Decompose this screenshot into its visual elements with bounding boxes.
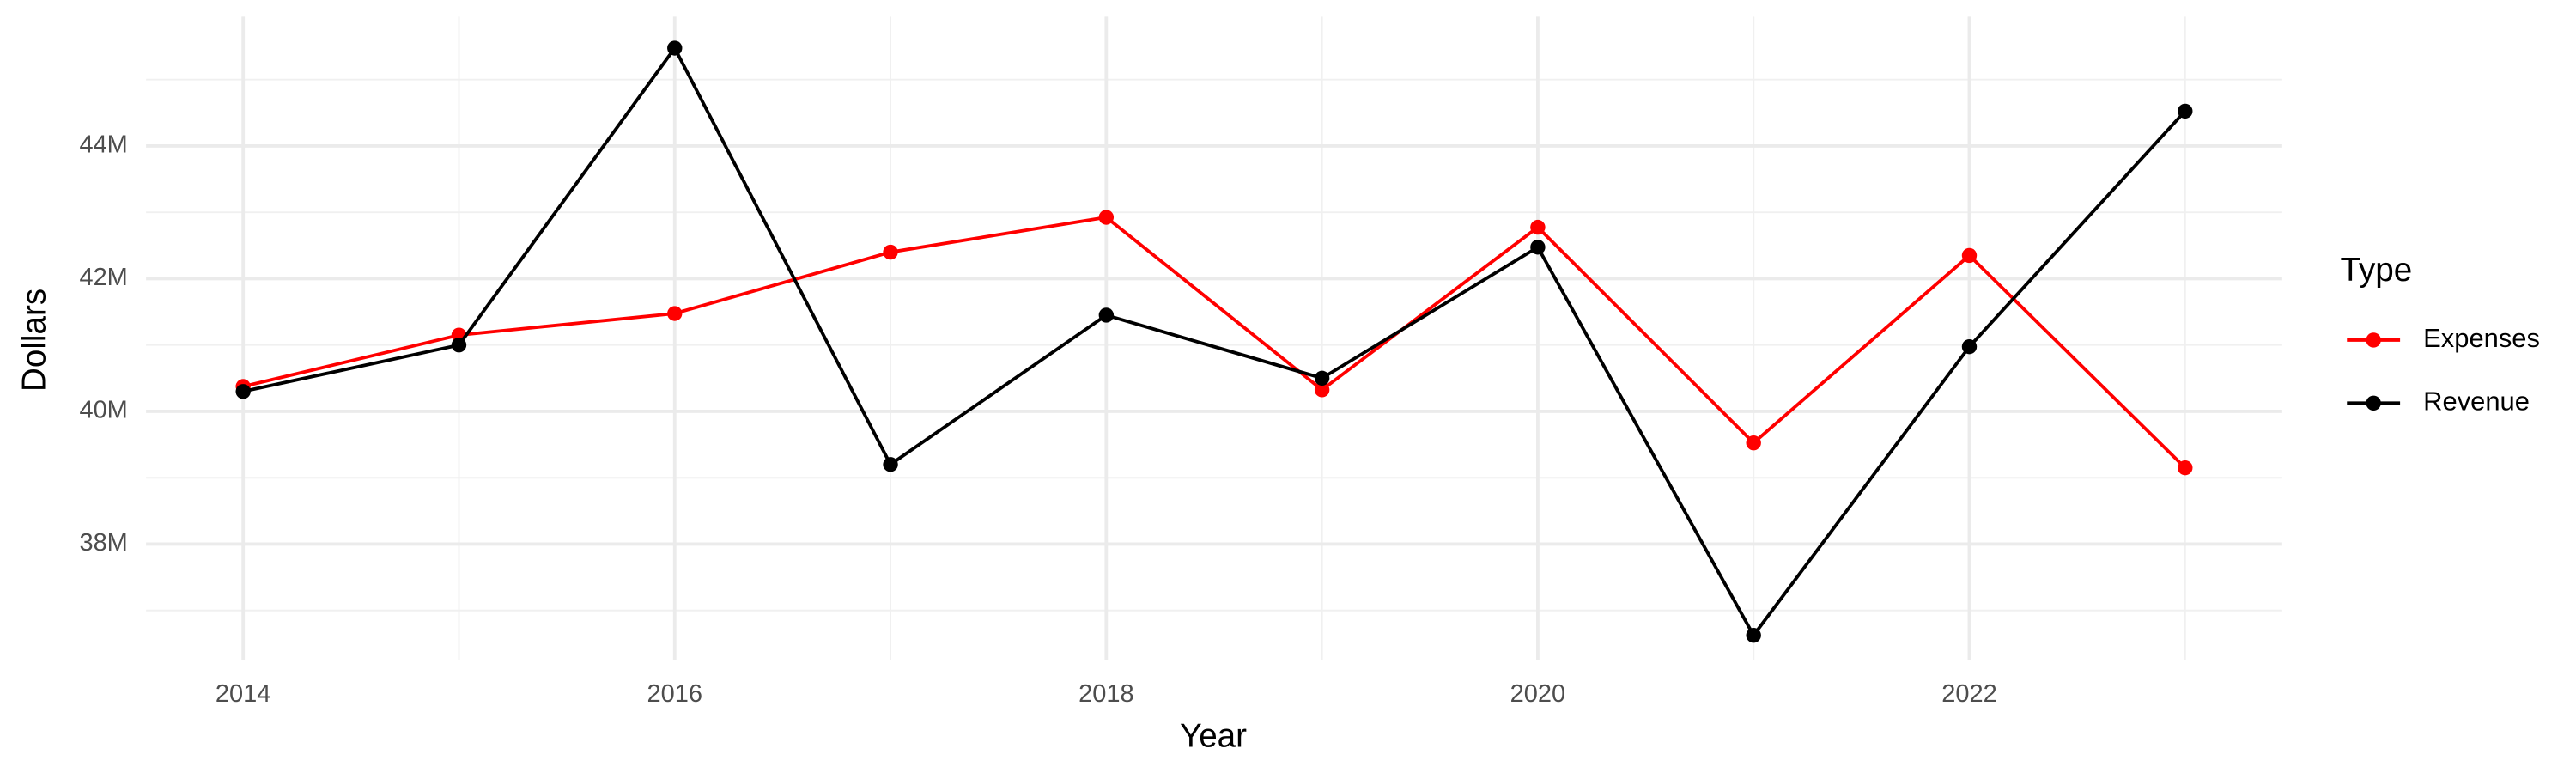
y-axis-title: Dollars — [16, 289, 53, 392]
data-point — [2178, 460, 2193, 476]
legend-key-point — [2366, 332, 2381, 348]
x-tick-label: 2020 — [1510, 680, 1565, 708]
y-tick-label: 38M — [79, 529, 127, 557]
data-point — [1746, 435, 1761, 451]
data-point — [235, 384, 251, 399]
data-point — [451, 338, 467, 353]
data-point — [1098, 210, 1115, 225]
y-tick-label: 44M — [79, 131, 127, 159]
data-point — [1961, 247, 1978, 264]
y-tick-label: 42M — [79, 264, 127, 291]
series-line — [242, 215, 2187, 470]
legend-key-point — [2366, 395, 2381, 411]
data-point — [667, 40, 683, 56]
data-point — [1746, 628, 1761, 643]
data-point — [883, 457, 898, 472]
y-tick-label: 40M — [79, 397, 127, 424]
x-tick-label: 2022 — [1941, 680, 1996, 708]
data-point — [667, 306, 683, 321]
data-point — [1314, 382, 1330, 398]
data-point — [2178, 103, 2193, 119]
series-line — [242, 45, 2187, 639]
data-point — [1314, 370, 1330, 386]
x-tick-label: 2018 — [1078, 680, 1133, 708]
data-point — [883, 244, 898, 260]
legend-label: Revenue — [2423, 386, 2530, 416]
x-tick-label: 2016 — [647, 680, 702, 708]
data-point — [1961, 338, 1978, 355]
legend-label: Expenses — [2423, 323, 2540, 353]
data-point — [1530, 219, 1546, 235]
x-tick-label: 2014 — [216, 680, 270, 708]
data-point — [1530, 240, 1546, 255]
legend-title: Type — [2341, 252, 2413, 289]
x-axis-title: Year — [1180, 718, 1247, 755]
data-point — [1098, 307, 1115, 323]
